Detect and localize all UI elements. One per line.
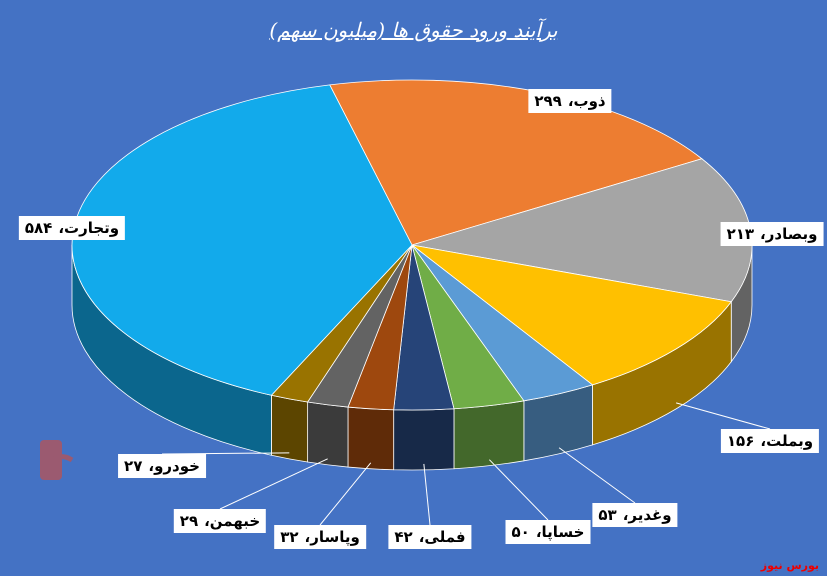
value-label: ۵۸۴: [24, 219, 53, 237]
slice-side: [271, 394, 309, 463]
leader-line: [423, 463, 431, 526]
value-label: ۲۱۳: [726, 225, 755, 243]
slice-side: [347, 406, 395, 471]
data-label: خودرو، ۲۷: [118, 454, 206, 478]
category-label: وتجارت،: [58, 219, 120, 237]
data-label: فملی، ۴۲: [388, 525, 472, 549]
category-label: وبملت،: [760, 432, 814, 450]
value-label: ۳۲: [280, 528, 299, 546]
slice-side: [393, 408, 455, 471]
value-label: ۱۵۶: [726, 432, 755, 450]
value-label: ۲۹: [179, 512, 199, 530]
value-label: ۴۲: [394, 528, 413, 546]
category-label: خساپا،: [535, 523, 585, 541]
leader-line: [675, 402, 771, 430]
logo: [40, 440, 74, 480]
data-label: وتجارت، ۵۸۴: [18, 216, 126, 240]
title-box: برآیند ورود حقوق ها (میلیون سهم): [0, 18, 827, 42]
chart-title: برآیند ورود حقوق ها (میلیون سهم): [269, 18, 558, 42]
slice-side: [453, 400, 525, 470]
data-label: وغدیر، ۵۳: [592, 503, 678, 527]
leader-line: [489, 459, 549, 521]
leader-line: [161, 452, 290, 455]
category-label: وغدیر،: [622, 506, 672, 524]
data-label: وپاسار، ۳۲: [274, 525, 366, 549]
slice-side: [307, 401, 349, 468]
value-label: ۲۹۹: [534, 92, 562, 110]
data-label: خساپا، ۵۰: [505, 520, 591, 544]
data-label: ذوب، ۲۹۹: [528, 89, 612, 113]
data-label: خبهمن، ۲۹: [173, 509, 267, 533]
value-label: ۵۰: [511, 523, 530, 541]
category-label: فملی،: [418, 528, 466, 546]
data-label: وبملت، ۱۵۶: [720, 429, 820, 453]
category-label: خبهمن،: [204, 512, 261, 530]
category-label: ذوب،: [567, 92, 606, 110]
slice: [411, 244, 732, 386]
value-label: ۵۳: [598, 506, 617, 524]
category-label: خودرو،: [148, 457, 200, 475]
leader-line: [219, 458, 328, 510]
value-label: ۲۷: [124, 457, 143, 475]
leader-line: [319, 462, 372, 526]
data-label: وبصادر، ۲۱۳: [720, 222, 824, 246]
category-label: وبصادر،: [760, 225, 818, 243]
leader-line: [558, 447, 636, 504]
source: بورس نیوز: [760, 559, 819, 572]
category-label: وپاسار،: [304, 528, 360, 546]
